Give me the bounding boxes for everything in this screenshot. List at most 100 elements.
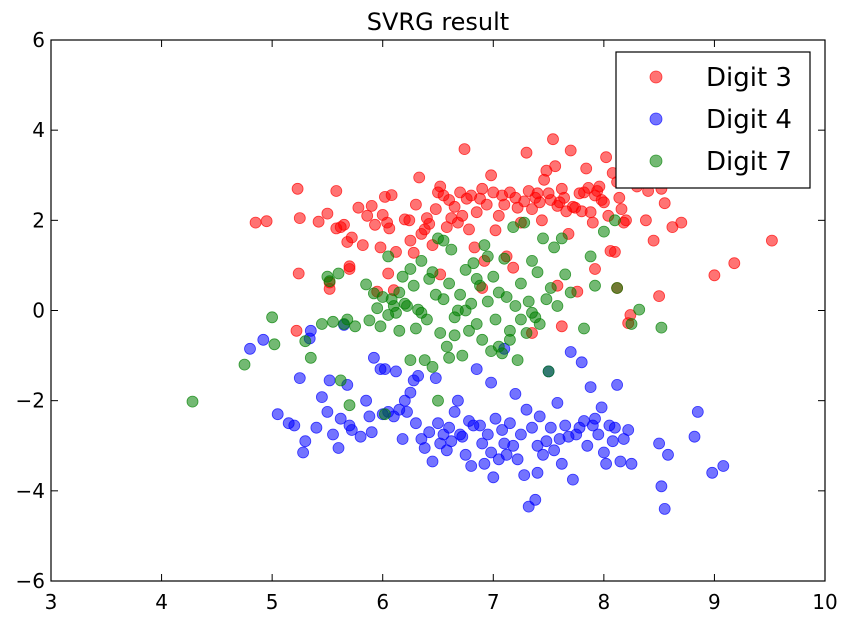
data-point bbox=[349, 320, 362, 333]
data-point bbox=[409, 322, 422, 335]
data-point bbox=[544, 421, 557, 434]
data-point bbox=[537, 448, 549, 461]
data-point bbox=[423, 217, 436, 230]
data-point bbox=[533, 318, 546, 330]
data-point bbox=[500, 448, 513, 461]
data-point bbox=[393, 286, 406, 299]
data-point bbox=[288, 419, 301, 432]
data-point bbox=[459, 263, 472, 276]
data-point bbox=[404, 354, 417, 367]
data-point bbox=[555, 232, 568, 245]
legend-box bbox=[615, 51, 811, 189]
data-point bbox=[323, 275, 336, 288]
data-point bbox=[540, 435, 553, 448]
data-point bbox=[564, 144, 577, 157]
data-point bbox=[622, 424, 635, 436]
data-point bbox=[653, 290, 665, 303]
data-point bbox=[509, 300, 522, 312]
data-point bbox=[363, 410, 376, 423]
data-point bbox=[390, 365, 402, 378]
data-point bbox=[448, 405, 461, 418]
data-point bbox=[615, 203, 628, 216]
data-point bbox=[443, 277, 456, 290]
data-point bbox=[518, 195, 531, 208]
data-point bbox=[515, 313, 527, 326]
data-point bbox=[459, 448, 472, 461]
data-point bbox=[655, 321, 668, 334]
data-point bbox=[575, 356, 588, 369]
data-point bbox=[426, 360, 439, 373]
data-point bbox=[423, 426, 436, 439]
data-point bbox=[290, 324, 303, 337]
data-point bbox=[448, 329, 461, 342]
data-point bbox=[374, 241, 387, 254]
legend-label: Digit 3 bbox=[706, 63, 792, 93]
data-point bbox=[371, 302, 384, 315]
data-point bbox=[467, 257, 480, 270]
data-point bbox=[589, 279, 601, 292]
data-point bbox=[549, 160, 562, 173]
data-point bbox=[708, 269, 721, 282]
data-point bbox=[378, 408, 391, 421]
data-point bbox=[609, 421, 621, 434]
series-3 bbox=[186, 214, 668, 421]
data-point bbox=[489, 224, 502, 237]
y-tick-label: 4 bbox=[32, 118, 45, 142]
data-point bbox=[445, 435, 458, 448]
data-point bbox=[323, 374, 336, 387]
ticks-layer: 3 4 5 6 7 8 9 10 −6 −4 −2 0 2 4 6 bbox=[16, 28, 838, 614]
y-tick-label: 6 bbox=[32, 28, 45, 52]
data-point bbox=[363, 314, 376, 327]
data-point bbox=[531, 266, 544, 279]
data-point bbox=[327, 428, 339, 441]
data-point bbox=[555, 320, 568, 333]
data-point bbox=[728, 257, 741, 270]
data-point bbox=[691, 405, 704, 418]
data-point bbox=[485, 169, 498, 182]
data-point bbox=[440, 340, 453, 353]
data-point bbox=[559, 419, 572, 432]
data-point bbox=[613, 191, 626, 204]
data-point bbox=[401, 300, 413, 312]
y-tick-label: 0 bbox=[32, 299, 45, 323]
data-point bbox=[620, 214, 632, 227]
legend-label: Digit 4 bbox=[706, 105, 792, 135]
data-point bbox=[487, 270, 500, 283]
data-point bbox=[382, 250, 395, 263]
data-point bbox=[492, 209, 505, 222]
data-point bbox=[658, 502, 671, 515]
data-point bbox=[312, 215, 325, 228]
chart-title: SVRG result bbox=[367, 8, 509, 36]
data-point bbox=[327, 315, 339, 328]
data-point bbox=[598, 196, 610, 209]
y-tick-label: −2 bbox=[16, 389, 45, 413]
data-point bbox=[489, 412, 502, 425]
legend-marker bbox=[649, 112, 663, 126]
legend-label: Digit 7 bbox=[706, 147, 792, 177]
data-point bbox=[547, 133, 559, 146]
data-point bbox=[526, 421, 538, 434]
data-point bbox=[474, 419, 486, 432]
x-tick-label: 5 bbox=[266, 590, 279, 614]
data-point bbox=[470, 318, 483, 330]
data-point bbox=[360, 394, 373, 407]
data-point bbox=[595, 401, 608, 414]
data-point bbox=[354, 430, 367, 443]
data-point bbox=[481, 295, 494, 308]
data-point bbox=[456, 349, 469, 362]
data-point bbox=[655, 480, 668, 493]
data-point bbox=[463, 324, 475, 337]
data-point bbox=[330, 185, 343, 197]
data-point bbox=[548, 241, 560, 254]
data-point bbox=[580, 162, 593, 175]
data-point bbox=[321, 405, 334, 418]
data-point bbox=[507, 261, 520, 274]
data-point bbox=[589, 412, 601, 425]
data-point bbox=[315, 318, 328, 330]
x-tick-label: 7 bbox=[487, 590, 500, 614]
data-point bbox=[404, 234, 417, 247]
data-point bbox=[238, 358, 251, 371]
data-point bbox=[717, 460, 730, 472]
data-point bbox=[398, 394, 411, 407]
data-point bbox=[448, 200, 461, 213]
